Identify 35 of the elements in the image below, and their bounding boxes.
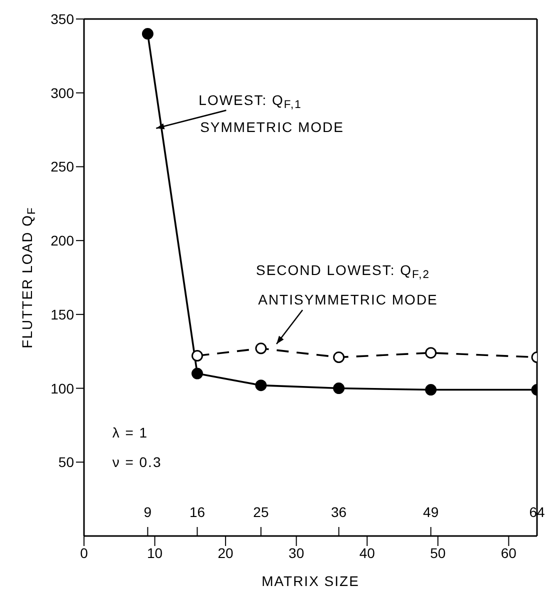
point (255, 342, 267, 354)
point (333, 352, 345, 364)
annotation: SYMMETRIC MODE (200, 118, 344, 135)
x-tick-label: 0 (80, 544, 88, 561)
y-tick-label: 50 (58, 454, 74, 470)
point (192, 350, 203, 362)
point (425, 347, 437, 359)
x-tick-label: 50 (430, 544, 446, 561)
point (142, 28, 154, 40)
y-tick-label: 250 (50, 158, 74, 175)
x2-tick-label: 16 (189, 504, 206, 520)
point (425, 384, 437, 396)
y-tick-label: 100 (50, 380, 74, 396)
point (333, 382, 345, 394)
x-tick-label: 30 (288, 544, 304, 561)
annotation: ANTISYMMETRIC MODE (258, 292, 438, 308)
y-tick-label: 300 (50, 84, 74, 101)
x2-tick-label: 49 (423, 504, 439, 520)
x-axis-title: MATRIX SIZE (262, 573, 360, 589)
y-tick-label: 350 (50, 10, 74, 27)
y-tick-label: 200 (50, 232, 74, 249)
annotation: SECOND LOWEST: Q$_{F,2}$ (256, 262, 430, 282)
x2-tick-label: 25 (253, 504, 269, 520)
y-tick-label: 150 (50, 306, 74, 322)
x2-tick-label: 36 (331, 504, 347, 520)
x-tick-label: 40 (359, 544, 376, 561)
x-tick-label: 20 (218, 544, 234, 561)
x-tick-label: 60 (500, 544, 517, 561)
x2-tick-label: 9 (144, 504, 152, 520)
point (192, 368, 203, 380)
annotation: LOWEST: Q$_{F,1}$ (198, 92, 302, 112)
annotation: ν = 0.3 (112, 454, 162, 470)
annotation: λ = 1 (112, 424, 148, 441)
point (255, 380, 267, 392)
x-tick-label: 10 (146, 544, 163, 561)
